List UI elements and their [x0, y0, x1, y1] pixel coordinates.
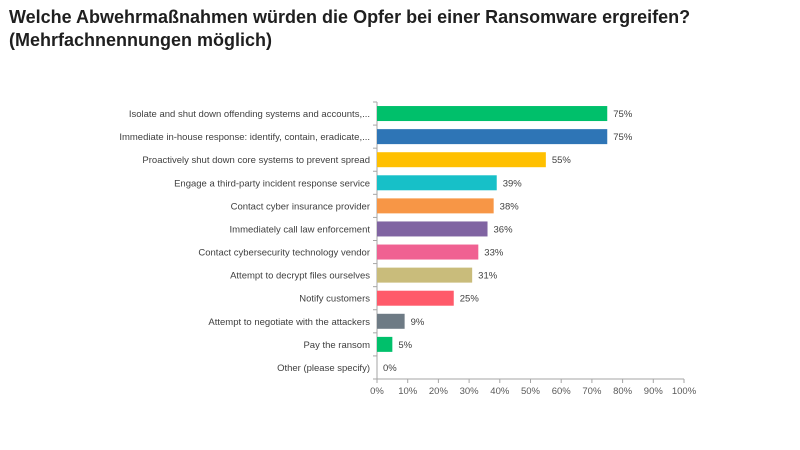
bar — [377, 198, 494, 214]
bar — [377, 129, 608, 145]
x-tick-label: 80% — [613, 386, 633, 397]
category-label: Isolate and shut down offending systems … — [129, 109, 370, 120]
chart-title: Welche Abwehrmaßnahmen würden die Opfer … — [9, 6, 789, 52]
category-label: Attempt to decrypt files ourselves — [230, 271, 370, 282]
value-label: 55% — [552, 155, 572, 166]
x-tick-label: 20% — [429, 386, 449, 397]
bar — [377, 267, 473, 283]
category-label: Contact cyber insurance provider — [231, 201, 370, 212]
bar — [377, 244, 479, 260]
bar — [377, 336, 393, 352]
value-label: 38% — [500, 201, 520, 212]
value-label: 75% — [613, 132, 633, 143]
x-tick-label: 40% — [490, 386, 510, 397]
x-tick-label: 50% — [521, 386, 541, 397]
value-label: 9% — [411, 317, 425, 328]
bar — [377, 152, 546, 168]
category-label: Other (please specify) — [277, 363, 370, 374]
category-label: Immediately call law enforcement — [230, 224, 371, 235]
value-label: 36% — [494, 224, 514, 235]
x-tick-label: 30% — [460, 386, 480, 397]
value-label: 75% — [613, 109, 633, 120]
bar — [377, 221, 488, 237]
value-label: 39% — [503, 178, 523, 189]
bar — [377, 313, 405, 329]
x-tick-label: 70% — [582, 386, 602, 397]
category-label: Proactively shut down core systems to pr… — [142, 155, 370, 166]
category-label: Engage a third-party incident response s… — [174, 178, 370, 189]
value-label: 33% — [484, 248, 504, 259]
value-label: 31% — [478, 271, 498, 282]
bar — [377, 290, 454, 306]
category-label: Pay the ransom — [303, 340, 370, 351]
value-label: 5% — [398, 340, 412, 351]
chart-title-line2: (Mehrfachnennungen möglich) — [9, 30, 272, 50]
category-label: Attempt to negotiate with the attackers — [208, 317, 370, 328]
x-tick-label: 0% — [370, 386, 384, 397]
bar — [377, 106, 608, 122]
category-label: Notify customers — [299, 294, 370, 305]
x-tick-label: 100% — [672, 386, 697, 397]
x-tick-label: 10% — [398, 386, 418, 397]
category-label: Immediate in-house response: identify, c… — [119, 132, 370, 143]
category-label: Contact cybersecurity technology vendor — [198, 248, 370, 259]
bar — [377, 175, 497, 191]
x-tick-label: 60% — [552, 386, 572, 397]
value-label: 0% — [383, 363, 397, 374]
value-label: 25% — [460, 294, 480, 305]
x-tick-label: 90% — [644, 386, 664, 397]
chart-title-line1: Welche Abwehrmaßnahmen würden die Opfer … — [9, 7, 691, 27]
